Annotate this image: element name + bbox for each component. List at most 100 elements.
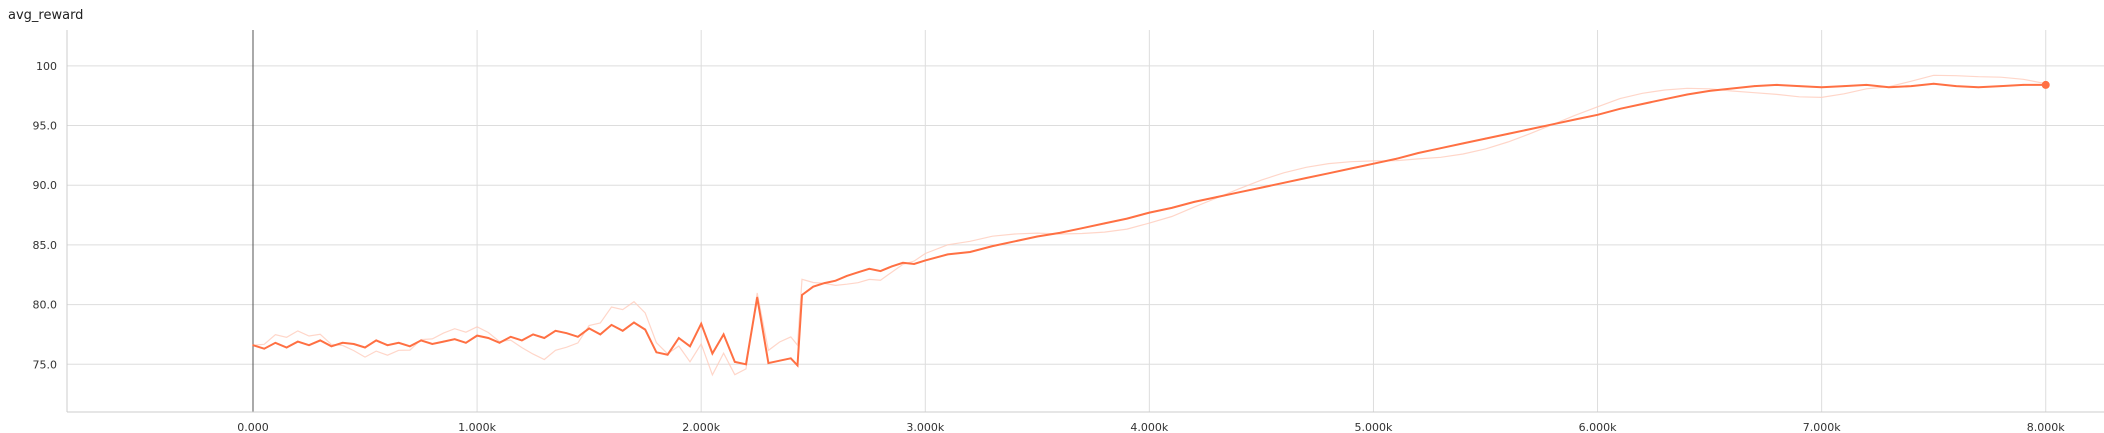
- data-point: [263, 347, 266, 350]
- data-point: [991, 245, 994, 247]
- data-point: [1731, 87, 1733, 90]
- data-point: [823, 282, 826, 284]
- data-point: [913, 263, 915, 265]
- data-point: [1014, 240, 1016, 243]
- data-point: [790, 357, 792, 360]
- x-tick-label: 8.000k: [2027, 421, 2065, 433]
- data-point: [1664, 98, 1666, 100]
- data-point: [319, 339, 322, 342]
- data-point: [1798, 85, 1800, 87]
- x-tick-label: 3.000k: [906, 421, 944, 433]
- data-point: [2000, 85, 2002, 87]
- y-tick-label: 95.0: [33, 120, 58, 133]
- data-point: [431, 343, 434, 345]
- data-point: [1148, 211, 1151, 214]
- data-point: [621, 330, 624, 332]
- data-point: [1776, 84, 1778, 86]
- data-point: [1484, 137, 1487, 140]
- data-point: [375, 339, 378, 342]
- data-point: [924, 259, 927, 262]
- data-point: [1193, 201, 1195, 203]
- raw-series-line: [252, 74, 2046, 377]
- data-point: [409, 345, 411, 348]
- data-point: [2022, 84, 2025, 86]
- data-point: [554, 330, 557, 332]
- data-point: [1350, 167, 1352, 170]
- data-point: [297, 340, 299, 343]
- data-point: [1103, 222, 1106, 225]
- y-tick-label: 80.0: [33, 299, 58, 312]
- data-point: [756, 296, 758, 299]
- data-point: [1753, 85, 1756, 87]
- data-point: [796, 364, 799, 367]
- data-point: [1977, 86, 1980, 89]
- data-point: [1708, 90, 1711, 92]
- data-point: [868, 268, 871, 270]
- data-point: [1238, 191, 1240, 194]
- data-point: [498, 342, 501, 344]
- data-point: [890, 265, 893, 268]
- data-point: [1686, 93, 1688, 96]
- x-tick-label: 2.000k: [682, 421, 720, 433]
- data-point: [1865, 84, 1868, 86]
- data-point: [846, 275, 848, 277]
- data-point: [577, 336, 579, 338]
- data-point: [1888, 86, 1890, 89]
- data-point: [812, 285, 814, 288]
- x-tick-label: 7.000k: [1803, 421, 1841, 433]
- x-tick-label: 0.000: [237, 421, 269, 433]
- data-point: [1126, 217, 1128, 220]
- data-point: [386, 344, 389, 347]
- data-point: [1843, 85, 1845, 87]
- data-point: [285, 346, 288, 349]
- data-point: [1462, 142, 1464, 145]
- data-point: [521, 339, 523, 342]
- data-point: [834, 279, 837, 282]
- data-point: [902, 262, 904, 264]
- data-point: [1820, 86, 1823, 89]
- data-point: [1327, 172, 1330, 175]
- data-point: [655, 351, 658, 354]
- data-point: [397, 342, 400, 344]
- data-point: [330, 345, 333, 348]
- data-point: [1910, 85, 1913, 87]
- data-point: [879, 270, 882, 272]
- data-point: [465, 342, 467, 344]
- data-point: [308, 344, 310, 347]
- data-point: [599, 333, 602, 336]
- data-point: [1081, 227, 1083, 229]
- data-point: [476, 334, 478, 337]
- data-point: [1507, 133, 1509, 135]
- data-point: [588, 327, 590, 330]
- data-point: [700, 322, 702, 325]
- data-point: [678, 337, 680, 339]
- x-tick-label: 6.000k: [1579, 421, 1617, 433]
- data-point: [532, 333, 534, 336]
- data-point: [1305, 177, 1307, 179]
- y-tick-label: 90.0: [33, 179, 58, 192]
- data-point: [778, 359, 781, 362]
- data-point: [666, 353, 669, 356]
- x-tick-label: 4.000k: [1130, 421, 1168, 433]
- data-point: [857, 271, 859, 274]
- data-point: [420, 339, 422, 342]
- data-point: [946, 253, 949, 256]
- data-point: [565, 332, 568, 335]
- data-point: [1171, 207, 1173, 209]
- data-point: [1574, 118, 1576, 121]
- data-point: [1641, 103, 1644, 105]
- data-point: [1417, 152, 1420, 154]
- data-point: [453, 338, 456, 341]
- data-point: [633, 321, 635, 324]
- x-tick-label: 5.000k: [1355, 421, 1393, 433]
- data-point: [1260, 186, 1263, 189]
- data-point: [1551, 123, 1554, 126]
- data-point: [364, 346, 366, 349]
- data-point: [644, 328, 646, 331]
- data-point: [1529, 128, 1532, 130]
- data-point: [734, 361, 736, 363]
- data-point: [442, 340, 445, 343]
- data-point: [610, 324, 613, 326]
- data-point: [341, 342, 344, 344]
